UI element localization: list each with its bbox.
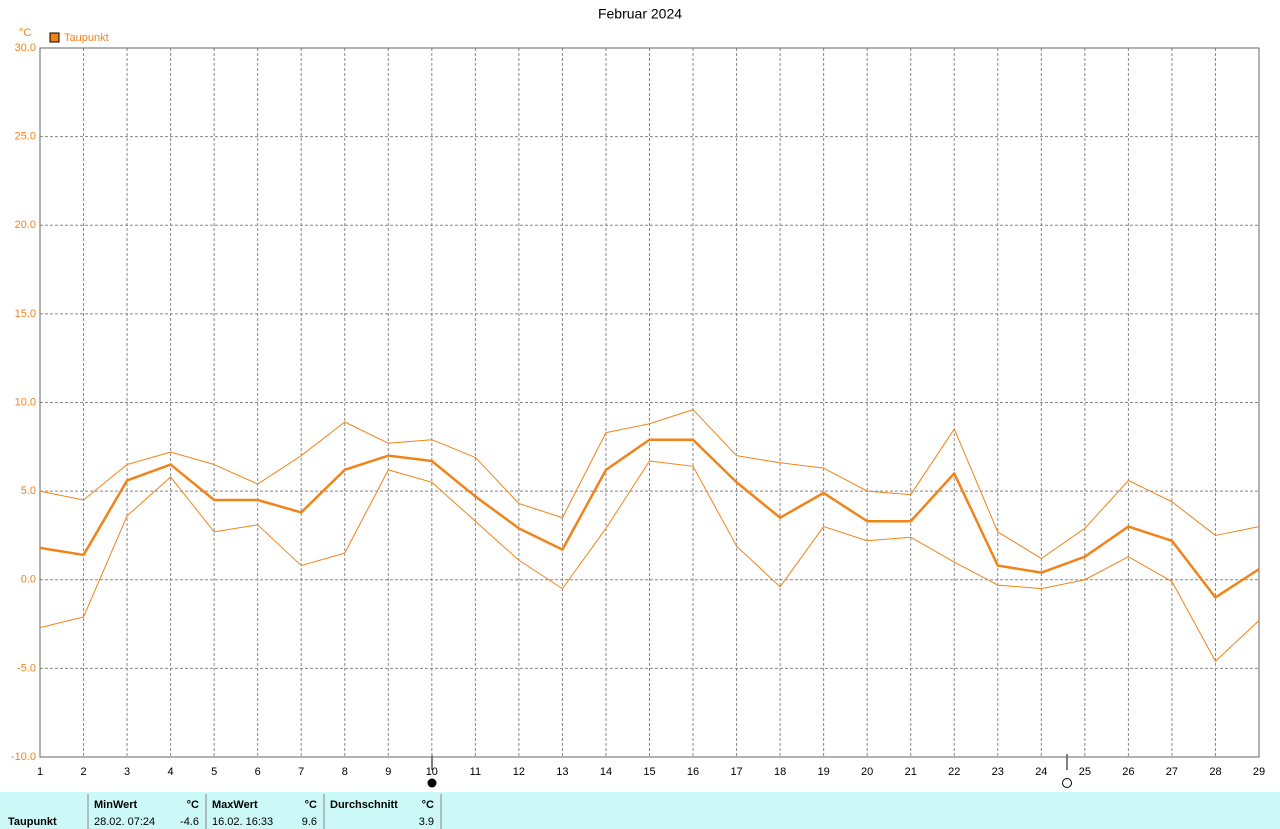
x-tick-label: 20 [861,766,873,778]
x-tick-label: 2 [80,766,86,778]
y-tick-label: -5.0 [17,662,36,674]
x-tick-label: 22 [948,766,960,778]
x-tick-label: 13 [556,766,568,778]
summary-unit: °C [422,799,434,811]
y-tick-label: 0.0 [21,574,36,586]
x-tick-label: 7 [298,766,304,778]
summary-header: MaxWert [212,799,258,811]
summary-row-label: Taupunkt [8,816,57,828]
summary-time: 28.02. 07:24 [94,816,155,828]
summary-value: -4.6 [180,816,199,828]
summary-time: 16.02. 16:33 [212,816,273,828]
x-tick-label: 25 [1079,766,1091,778]
legend-swatch [49,32,60,43]
x-tick-label: 11 [470,766,481,778]
summary-panel [0,792,1280,829]
y-tick-label: 20.0 [15,219,36,231]
x-tick-label: 15 [643,766,655,778]
x-tick-label: 29 [1253,766,1265,778]
summary-value: 3.9 [419,816,434,828]
x-tick-label: 27 [1166,766,1178,778]
x-tick-label: 24 [1035,766,1047,778]
x-tick-label: 21 [905,766,917,778]
x-tick-label: 18 [774,766,786,778]
y-tick-label: 25.0 [15,131,36,143]
summary-unit: °C [305,799,317,811]
x-tick-label: 12 [513,766,525,778]
line [39,438,1260,599]
x-tick-label: 5 [211,766,217,778]
summary-separators [87,794,442,829]
full-moon-icon [427,778,437,788]
plot-frame [39,47,1260,758]
x-tick-label: 6 [255,766,261,778]
legend-label: Taupunkt [64,32,109,44]
x-tick-label: 9 [385,766,391,778]
x-tick-label: 1 [37,766,43,778]
x-tick-label: 26 [1122,766,1134,778]
chart-title: Februar 2024 [598,6,682,22]
range-line [39,409,1260,559]
x-tick-label: 23 [992,766,1004,778]
y-tick-label: 5.0 [21,485,36,497]
summary-value: 9.6 [302,816,317,828]
x-tick-label: 14 [600,766,612,778]
x-tick-label: 16 [687,766,699,778]
new-moon-icon [1062,778,1072,788]
y-tick-label: 15.0 [15,308,36,320]
summary-header: MinWert [94,799,138,811]
x-tick-label: 10 [426,766,438,778]
x-tick-label: 3 [124,766,130,778]
x-tick-label: 17 [730,766,742,778]
y-tick-label: 30.0 [15,42,36,54]
x-tick-label: 19 [818,766,830,778]
x-tick-label: 28 [1209,766,1221,778]
y-tick-label: -10.0 [11,751,36,763]
summary-unit: °C [187,799,199,811]
y-unit: °C [19,27,31,39]
x-tick-label: 4 [168,766,174,778]
y-tick-label: 10.0 [15,396,36,408]
range-line [39,460,1260,662]
x-tick-label: 8 [342,766,348,778]
summary-header: Durchschnitt [330,799,398,811]
